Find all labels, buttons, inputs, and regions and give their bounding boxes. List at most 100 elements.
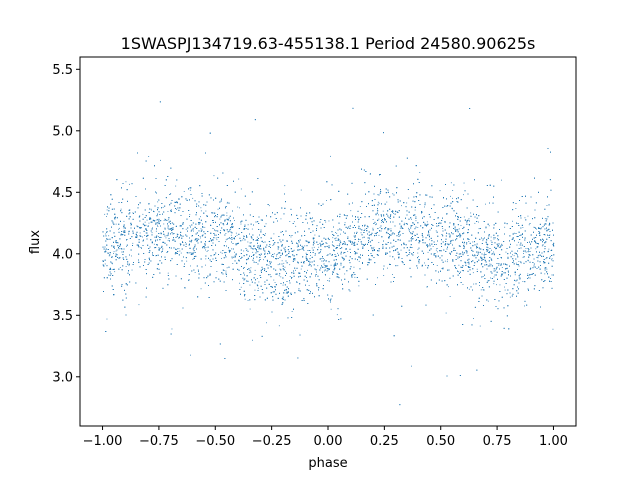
data-point	[528, 224, 530, 226]
data-point	[155, 255, 157, 257]
data-point	[223, 214, 224, 216]
data-point	[244, 267, 245, 268]
data-point	[458, 228, 460, 230]
data-point	[164, 227, 166, 229]
data-point	[468, 241, 470, 242]
data-point	[525, 251, 527, 253]
data-point	[328, 220, 330, 222]
data-point	[450, 182, 452, 184]
data-point	[524, 305, 525, 307]
data-point	[480, 264, 482, 266]
data-point	[512, 220, 513, 222]
data-point	[234, 220, 235, 221]
data-point	[155, 239, 157, 241]
data-point	[459, 233, 461, 235]
data-point	[179, 250, 181, 252]
data-point	[200, 210, 202, 212]
data-point	[286, 293, 288, 294]
data-point	[199, 236, 201, 237]
data-point	[151, 232, 153, 234]
data-point	[348, 240, 350, 242]
data-point	[252, 248, 254, 250]
data-point	[519, 278, 521, 280]
data-point	[332, 237, 334, 239]
data-point	[106, 209, 108, 211]
data-point	[220, 215, 222, 217]
data-point	[474, 222, 476, 224]
data-point	[200, 228, 202, 230]
data-point	[119, 267, 121, 268]
data-point	[499, 246, 501, 248]
data-point	[399, 227, 401, 229]
data-point	[378, 214, 379, 216]
data-point	[509, 296, 511, 298]
data-point	[382, 210, 384, 212]
data-point	[231, 248, 232, 250]
data-point	[527, 273, 529, 275]
data-point	[318, 246, 320, 248]
data-point	[450, 195, 451, 197]
data-point	[170, 193, 172, 194]
data-point	[427, 251, 429, 253]
data-point	[489, 263, 491, 265]
data-point	[410, 259, 412, 261]
data-point	[353, 266, 355, 268]
data-point	[411, 218, 412, 220]
data-point	[386, 243, 388, 245]
data-point	[193, 230, 194, 232]
data-point	[142, 213, 144, 215]
data-point	[504, 286, 505, 288]
data-point	[277, 252, 279, 254]
data-point	[463, 194, 464, 196]
data-point	[512, 254, 513, 256]
data-point	[269, 251, 270, 253]
data-point	[205, 264, 206, 266]
data-point	[392, 274, 393, 275]
data-point	[272, 291, 274, 293]
data-point	[265, 233, 266, 235]
data-point	[330, 308, 332, 310]
data-point	[480, 289, 482, 291]
scatter-points	[102, 101, 555, 406]
data-point	[449, 296, 451, 297]
data-point	[147, 226, 149, 227]
data-point	[441, 268, 443, 269]
data-point	[493, 251, 494, 253]
data-point	[417, 248, 419, 250]
data-point	[142, 236, 143, 238]
data-point	[252, 251, 254, 253]
data-point	[330, 264, 332, 266]
data-point	[447, 247, 448, 248]
data-point	[344, 273, 346, 275]
data-point	[114, 271, 116, 273]
data-point	[163, 220, 165, 221]
data-point	[314, 234, 316, 236]
data-point	[468, 288, 470, 290]
data-point	[115, 223, 117, 225]
data-point	[205, 210, 207, 212]
data-point	[359, 206, 361, 207]
data-point	[417, 227, 419, 228]
data-point	[488, 225, 490, 227]
data-point	[259, 255, 261, 257]
data-point	[522, 281, 524, 282]
data-point	[536, 228, 537, 230]
data-point	[229, 251, 230, 253]
data-point	[342, 267, 344, 269]
data-point	[455, 229, 457, 231]
data-point	[131, 255, 132, 257]
data-point	[490, 240, 492, 242]
data-point	[392, 193, 394, 195]
data-point	[144, 221, 146, 223]
data-point	[178, 248, 180, 250]
data-point	[128, 231, 130, 233]
data-point	[177, 248, 179, 250]
data-point	[496, 267, 498, 269]
data-point	[162, 206, 164, 208]
data-point	[371, 248, 373, 250]
data-point	[222, 223, 224, 225]
data-point	[289, 264, 291, 266]
data-point	[378, 218, 380, 220]
data-point	[281, 260, 283, 262]
